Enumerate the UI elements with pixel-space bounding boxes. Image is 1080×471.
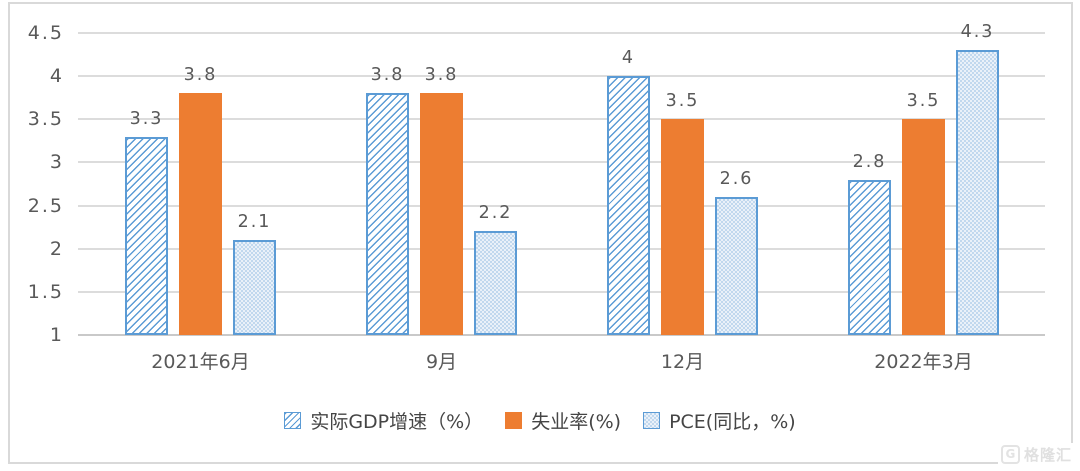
- bar-unemployment-g1: [420, 93, 463, 335]
- bar-unemployment-g2: [661, 119, 704, 335]
- legend: 实际GDP增速（%） 失业率(%) PCE(同比，%): [0, 404, 1080, 436]
- bar-gdp-g0: [125, 136, 168, 335]
- legend-marker-icon: [643, 411, 661, 429]
- gridline: [78, 75, 1045, 78]
- data-label: 2.1: [237, 212, 272, 233]
- bar-gdp-g1: [366, 93, 409, 335]
- y-tick-label: 3: [49, 151, 64, 174]
- gridline: [78, 290, 1045, 293]
- legend-label: 失业率(%): [531, 410, 622, 433]
- bar-gdp-g2: [607, 76, 650, 335]
- legend-item-unemployment: 失业率(%): [505, 407, 621, 434]
- y-tick-label: 4.5: [27, 22, 64, 44]
- bar-gdp-g3: [848, 179, 891, 335]
- bar-unemployment-g3: [902, 119, 945, 335]
- data-label: 2.8: [852, 151, 887, 172]
- y-tick-label: 2: [49, 237, 64, 260]
- y-tick-label: 3.5: [27, 108, 64, 131]
- watermark-logo-icon: G: [1000, 445, 1020, 464]
- data-label: 4.3: [960, 22, 995, 43]
- data-label: 3.8: [183, 65, 218, 86]
- gridline: [78, 161, 1045, 164]
- data-label: 2.2: [478, 203, 513, 224]
- data-label: 2.6: [719, 168, 754, 189]
- legend-label: 实际GDP增速（%）: [310, 410, 484, 433]
- bar-pce-g0: [233, 240, 276, 335]
- legend-item-gdp: 实际GDP增速（%）: [284, 407, 483, 434]
- bar-pce-g1: [474, 231, 517, 335]
- data-label: 3.8: [424, 65, 459, 86]
- legend-marker-icon: [284, 411, 302, 429]
- legend-item-pce: PCE(同比，%): [643, 407, 796, 434]
- gridline: [78, 32, 1045, 34]
- x-axis-label: 2022年3月: [874, 351, 973, 373]
- data-label: 3.5: [665, 91, 700, 112]
- y-tick-label: 4: [49, 65, 64, 88]
- data-label: 3.5: [906, 91, 941, 112]
- bar-pce-g3: [956, 50, 999, 335]
- x-axis-label: 12月: [660, 351, 705, 373]
- bar-pce-g2: [715, 196, 758, 335]
- watermark: G 格隆汇: [997, 443, 1075, 466]
- gridline: [78, 247, 1045, 250]
- y-tick-label: 1: [49, 324, 64, 346]
- legend-label: PCE(同比，%): [669, 410, 796, 433]
- legend-marker-icon: [505, 411, 523, 429]
- x-axis-label: 2021年6月: [151, 351, 250, 373]
- y-tick-label: 1.5: [27, 280, 64, 303]
- data-label: 3.3: [129, 108, 164, 129]
- y-tick-label: 2.5: [27, 194, 64, 217]
- watermark-text: 格隆汇: [1023, 446, 1072, 464]
- data-label: 4: [621, 48, 636, 69]
- gridline: [78, 204, 1045, 207]
- bar-unemployment-g0: [179, 93, 222, 335]
- gridline: [78, 118, 1045, 121]
- data-label: 3.8: [370, 65, 405, 86]
- gridline: [78, 334, 1045, 336]
- x-axis-label: 9月: [425, 351, 458, 373]
